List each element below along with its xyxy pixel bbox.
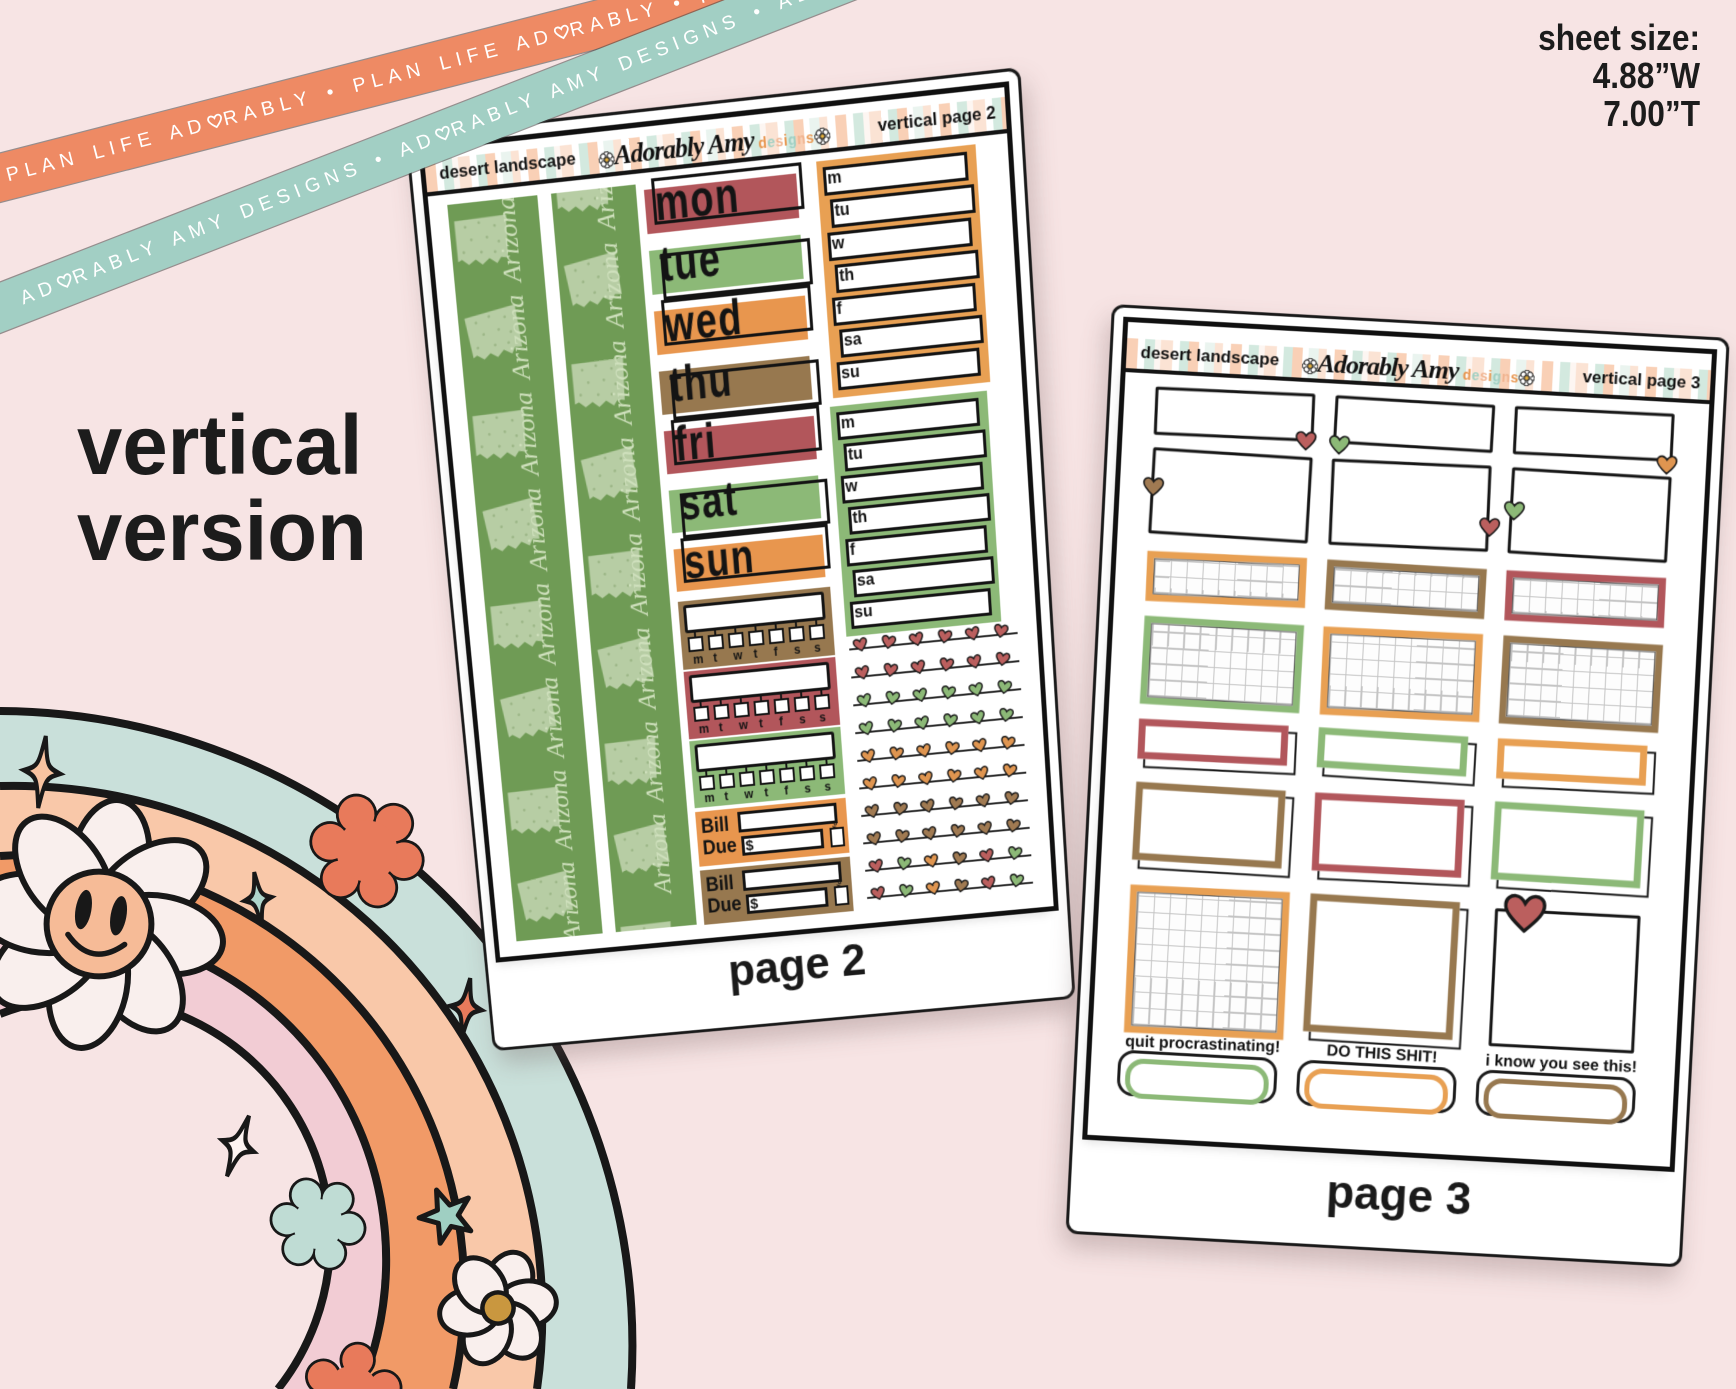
svg-text:Arizona: Arizona [594,241,630,332]
svg-text:Arizona: Arizona [585,184,621,233]
svg-text:Arizona: Arizona [551,860,586,941]
svg-text:Arizona: Arizona [627,626,662,713]
svg-text:Arizona: Arizona [602,339,638,429]
svg-text:Arizona: Arizona [618,531,653,619]
svg-text:Arizona: Arizona [509,390,545,479]
svg-text:Arizona: Arizona [500,293,536,383]
svg-text:Arizona: Arizona [491,195,528,286]
svg-text:Arizona: Arizona [535,676,570,762]
svg-text:Arizona: Arizona [526,582,562,669]
svg-text:Arizona: Arizona [634,720,669,806]
svg-text:Arizona: Arizona [642,812,677,897]
svg-text:Arizona: Arizona [543,768,578,853]
svg-text:Arizona: Arizona [517,487,553,575]
svg-text:Arizona: Arizona [610,436,645,525]
